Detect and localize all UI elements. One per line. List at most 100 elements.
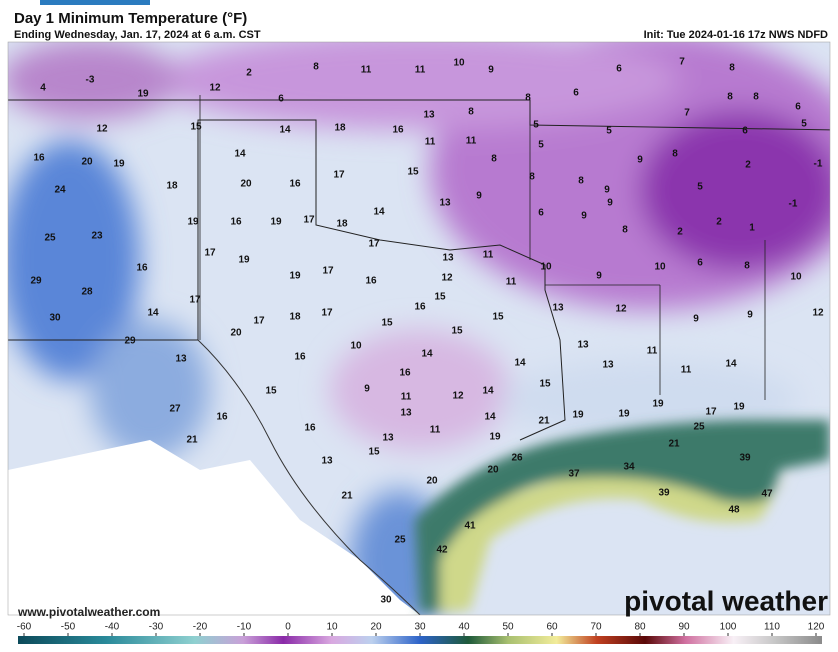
temp-label: 19 <box>187 217 199 228</box>
temp-label: 10 <box>540 262 552 273</box>
temp-label: 17 <box>368 239 380 250</box>
temp-label: 16 <box>399 368 411 379</box>
temp-label: 5 <box>533 120 539 131</box>
temp-label: 14 <box>234 149 246 160</box>
temp-label: 13 <box>552 303 564 314</box>
temp-label: 19 <box>289 271 301 282</box>
temp-label: 20 <box>240 179 252 190</box>
colorbar-tick-label: 110 <box>764 622 780 633</box>
temp-label: 15 <box>368 447 380 458</box>
temp-label: 11 <box>466 136 477 147</box>
temp-label: 17 <box>705 407 717 418</box>
temp-label: 24 <box>54 185 66 196</box>
colorbar-tick-label: -10 <box>237 622 252 633</box>
temp-label: 9 <box>747 310 753 321</box>
temp-label: 1 <box>749 223 755 234</box>
temp-label: 16 <box>365 276 377 287</box>
temp-label: 17 <box>253 316 265 327</box>
temp-label: 13 <box>442 253 454 264</box>
temp-label: 21 <box>186 435 198 446</box>
temp-label: 19 <box>652 399 664 410</box>
temp-label: 9 <box>604 185 610 196</box>
title: Day 1 Minimum Temperature (°F) <box>14 10 247 27</box>
temp-label: 19 <box>489 432 501 443</box>
temp-label: 15 <box>265 386 277 397</box>
temp-label: -1 <box>789 199 798 210</box>
temp-label: 13 <box>321 456 333 467</box>
temp-label: 20 <box>426 476 438 487</box>
temp-label: 8 <box>525 93 531 104</box>
temp-label: 47 <box>761 489 773 500</box>
temp-label: 8 <box>313 62 319 73</box>
temp-label: 26 <box>511 453 523 464</box>
temp-label: -3 <box>86 75 95 86</box>
temp-label: 5 <box>697 182 703 193</box>
colorbar-tick-label: 70 <box>590 622 602 633</box>
temp-label: 48 <box>728 505 740 516</box>
temp-label: 39 <box>658 488 670 499</box>
temp-label: 2 <box>716 217 722 228</box>
temp-label: 14 <box>421 349 433 360</box>
temp-label: 13 <box>382 433 394 444</box>
temp-label: 2 <box>677 227 683 238</box>
temp-label: 12 <box>615 304 627 315</box>
temp-label: 19 <box>238 255 250 266</box>
temp-label: 21 <box>538 416 550 427</box>
colorbar-tick-label: 10 <box>326 622 338 633</box>
temp-label: 5 <box>538 140 544 151</box>
temp-label: 15 <box>381 318 393 329</box>
init-time: Init: Tue 2024-01-16 17z NWS NDFD <box>644 29 828 41</box>
temp-label: 17 <box>333 170 345 181</box>
temp-label: 10 <box>453 58 465 69</box>
temp-label: 14 <box>279 125 291 136</box>
temp-label: 6 <box>697 258 703 269</box>
temp-label: 14 <box>147 308 159 319</box>
temp-label: 8 <box>672 149 678 160</box>
temp-label: 20 <box>81 157 93 168</box>
colorbar-tick-label: 40 <box>458 622 470 633</box>
temp-label: 9 <box>581 211 587 222</box>
colorbar-tick-label: 90 <box>678 622 690 633</box>
temp-label: 11 <box>401 392 412 403</box>
temp-label: 6 <box>278 94 284 105</box>
temp-label: 6 <box>742 126 748 137</box>
colorbar-tick-label: 50 <box>502 622 514 633</box>
temp-label: 8 <box>744 261 750 272</box>
temp-label: 4 <box>40 83 46 94</box>
temp-label: 8 <box>753 92 759 103</box>
temp-label: 5 <box>801 119 807 130</box>
temp-label: 16 <box>230 217 242 228</box>
temp-label: 8 <box>729 63 735 74</box>
colorbar-tick-label: -20 <box>193 622 208 633</box>
temp-label: 16 <box>414 302 426 313</box>
temp-label: 12 <box>812 308 824 319</box>
temp-label: 13 <box>175 354 187 365</box>
temp-label: -1 <box>814 159 823 170</box>
temp-label: 15 <box>451 326 463 337</box>
temp-label: 11 <box>415 65 426 76</box>
temp-label: 19 <box>113 159 125 170</box>
temp-label: 6 <box>795 102 801 113</box>
temp-label: 18 <box>166 181 178 192</box>
temp-label: 16 <box>289 179 301 190</box>
temp-label: 12 <box>96 124 108 135</box>
temp-label: 11 <box>483 250 494 261</box>
temp-label: 6 <box>616 64 622 75</box>
temp-label: 6 <box>538 208 544 219</box>
temp-label: 15 <box>190 122 202 133</box>
temp-label: 13 <box>400 408 412 419</box>
temp-label: 17 <box>321 308 333 319</box>
temp-label: 13 <box>423 110 435 121</box>
temp-label: 5 <box>606 126 612 137</box>
temp-label: 17 <box>322 266 334 277</box>
temp-label: 29 <box>30 276 42 287</box>
temp-label: 21 <box>668 439 680 450</box>
temp-label: 13 <box>577 340 589 351</box>
temp-label: 9 <box>607 198 613 209</box>
temp-label: 19 <box>270 217 282 228</box>
temp-label: 8 <box>491 154 497 165</box>
temp-label: 28 <box>81 287 93 298</box>
temp-label: 30 <box>49 313 61 324</box>
temp-label: 17 <box>189 295 201 306</box>
temp-label: 12 <box>452 391 464 402</box>
